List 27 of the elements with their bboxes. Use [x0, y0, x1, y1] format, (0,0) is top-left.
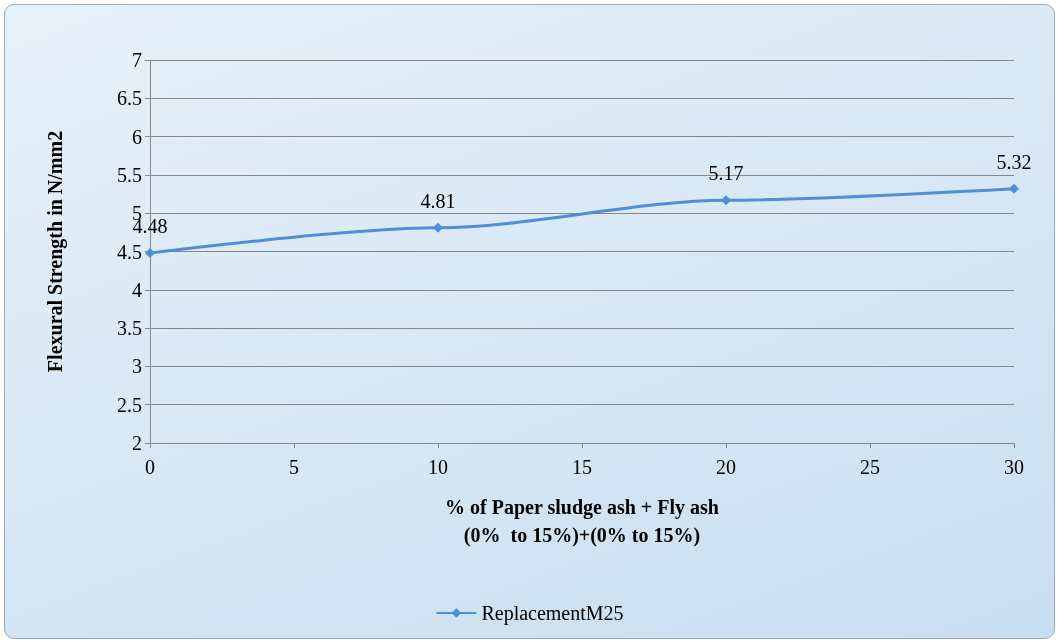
- x-tick-label: 5: [289, 456, 299, 478]
- y-tick-label: 4: [132, 278, 142, 301]
- x-tick-label: 10: [428, 456, 448, 478]
- point: [433, 222, 443, 233]
- y-tick-label: 6: [132, 125, 142, 148]
- x-tick-label: 0: [145, 456, 155, 478]
- point: [721, 195, 731, 206]
- x-tick-label: 25: [860, 456, 880, 478]
- point: [1009, 183, 1019, 194]
- data-label: 4.81: [420, 189, 456, 212]
- y-tick-label: 6.5: [117, 87, 142, 110]
- x-tick-label: 30: [1004, 456, 1024, 478]
- x-tick-label: 15: [572, 456, 592, 478]
- data-label: 5.17: [708, 162, 744, 185]
- data-label: 5.32: [996, 150, 1032, 173]
- y-tick-label: 5.5: [117, 163, 142, 186]
- y-tick-label: 2.5: [117, 393, 142, 416]
- y-tick-label: 2: [132, 432, 142, 454]
- y-axis-title: Flexural Strength in N/mm2: [44, 130, 67, 373]
- y-tick-label: 4.5: [117, 240, 142, 263]
- y-tick-label: 3.5: [117, 317, 142, 340]
- point: [145, 248, 155, 259]
- y-tick-label: 7: [132, 49, 142, 71]
- x-tick-label: 20: [716, 456, 736, 478]
- legend-label: ReplacementM25: [481, 602, 624, 625]
- x-axis-title: % of Paper sludge ash + Fly ash (0% to 15%)+(0% to 15%): [445, 496, 719, 547]
- y-tick-label: 3: [132, 355, 142, 378]
